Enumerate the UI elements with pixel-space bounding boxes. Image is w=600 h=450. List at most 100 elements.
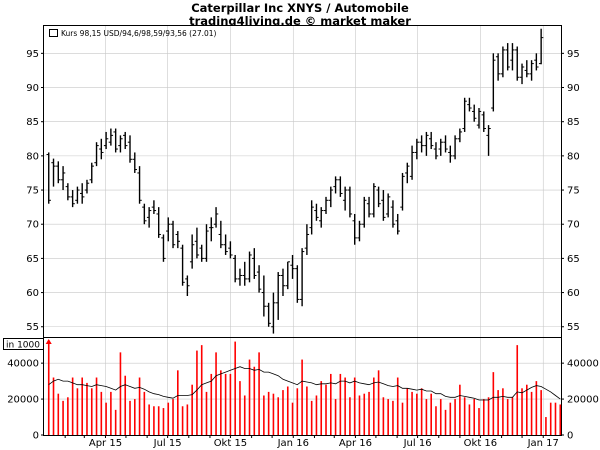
ohlc-bar	[137, 166, 142, 204]
ohlc-bar	[338, 176, 343, 197]
price-tick-label-left: 85	[26, 117, 39, 128]
ohlc-bar	[94, 142, 99, 167]
x-tick-label: Okt 16	[464, 438, 498, 449]
volume-average-line	[48, 366, 561, 401]
ohlc-bar	[199, 244, 204, 262]
ohlc-bar	[213, 207, 219, 228]
ohlc-bar	[462, 97, 467, 132]
price-tick-label-right: 85	[567, 117, 580, 128]
ohlc-bar	[156, 207, 161, 238]
x-tick-label: Apr 15	[89, 438, 122, 449]
legend: Kurs 98,15 USD/94,6/98,59/93,56 (27.01)	[49, 29, 217, 38]
ohlc-bar	[276, 272, 281, 320]
price-tick-label-left: 65	[26, 254, 39, 265]
ohlc-bar	[285, 261, 290, 290]
ohlc-bar	[352, 213, 357, 245]
ohlc-bar	[385, 193, 391, 218]
volume-unit-label-box: in 1000	[3, 338, 44, 351]
ohlc-bar	[99, 138, 104, 160]
ohlc-bar	[247, 251, 252, 283]
chart-title-block: Caterpillar Inc XNYS / Automobile tradin…	[0, 2, 600, 28]
ohlc-bar	[237, 268, 243, 286]
ohlc-bar	[180, 244, 185, 286]
ohlc-bar	[419, 135, 424, 153]
ohlc-bar	[185, 275, 190, 296]
price-tick-label-right: 75	[567, 186, 580, 197]
ohlc-bar	[166, 217, 171, 242]
ohlc-bar	[194, 227, 200, 259]
ohlc-bar	[510, 43, 515, 71]
chart-title: Caterpillar Inc XNYS / Automobile	[191, 1, 409, 15]
ohlc-bar	[60, 166, 66, 191]
x-tick-label: Jul 16	[403, 438, 432, 449]
ohlc-bar	[123, 131, 128, 150]
ohlc-bar	[309, 200, 314, 235]
ohlc-bar	[209, 217, 214, 242]
ohlc-bar	[524, 60, 530, 78]
ohlc-bar	[75, 186, 80, 204]
ohlc-bar	[46, 152, 51, 204]
ohlc-bar	[175, 231, 181, 249]
ohlc-bar	[395, 213, 400, 235]
ohlc-bar	[491, 53, 496, 112]
ohlc-bar	[84, 179, 90, 194]
ohlc-bar	[218, 220, 224, 249]
ohlc-bar	[357, 220, 362, 242]
ohlc-bar	[400, 172, 405, 211]
ohlc-bar	[314, 203, 319, 221]
ohlc-bar	[299, 248, 305, 307]
ohlc-bar	[89, 162, 94, 184]
price-tick-label-right: 70	[567, 220, 580, 231]
ohlc-bar	[414, 138, 420, 160]
ohlc-bar	[266, 302, 271, 327]
price-tick-label-right: 90	[567, 83, 580, 94]
ohlc-bar	[290, 254, 295, 279]
ohlc-bar	[118, 135, 123, 153]
price-tick-label-left: 75	[26, 186, 39, 197]
ohlc-bar	[328, 186, 333, 208]
ohlc-bar	[108, 128, 114, 146]
ohlc-bar	[189, 234, 195, 269]
ohlc-bar	[448, 145, 453, 163]
ohlc-bar	[323, 196, 329, 214]
volume-tick-label-left: 20000	[7, 395, 39, 406]
volume-tick-label-left: 40000	[7, 359, 39, 370]
ohlc-bar	[362, 196, 367, 228]
ohlc-bar	[481, 111, 486, 132]
ohlc-bar	[151, 200, 157, 214]
price-tick-label-left: 55	[26, 322, 39, 333]
price-tick-label-right: 95	[567, 49, 580, 60]
ohlc-bar	[452, 135, 458, 160]
ohlc-bar	[295, 265, 300, 303]
ohlc-bar	[242, 261, 247, 286]
ohlc-bar	[405, 162, 410, 184]
volume-tick-label-right: 20000	[567, 395, 599, 406]
volume-unit-frame	[3, 338, 44, 350]
ohlc-bar	[304, 224, 310, 255]
x-tick-label: Jan 17	[527, 438, 559, 449]
ohlc-bar	[428, 131, 434, 150]
volume-tick-label-right: 0	[567, 431, 573, 442]
ohlc-bar	[472, 104, 477, 122]
price-tick-label-left: 70	[26, 220, 39, 231]
x-tick-label: Jul 15	[153, 438, 182, 449]
ohlc-bar	[333, 176, 338, 194]
ohlc-bar	[223, 234, 228, 255]
ohlc-bar	[228, 241, 233, 259]
volume-unit-label: in 1000	[6, 341, 40, 351]
ohlc-bar	[467, 97, 472, 112]
ohlc-bar	[381, 190, 386, 221]
ohlc-bar	[371, 183, 377, 218]
ohlc-bar	[319, 207, 324, 228]
ohlc-bar	[103, 131, 109, 150]
ohlc-bar	[232, 254, 238, 283]
ohlc-bar	[538, 28, 544, 65]
ohlc-bar	[366, 196, 372, 218]
ohlc-bar	[51, 158, 56, 187]
ohlc-bar	[443, 135, 448, 153]
ohlc-bar	[376, 186, 381, 208]
ohlc-bar	[347, 186, 353, 218]
price-tick-label-right: 55	[567, 322, 580, 333]
ohlc-bar	[476, 108, 482, 129]
ohlc-bar	[65, 183, 71, 201]
